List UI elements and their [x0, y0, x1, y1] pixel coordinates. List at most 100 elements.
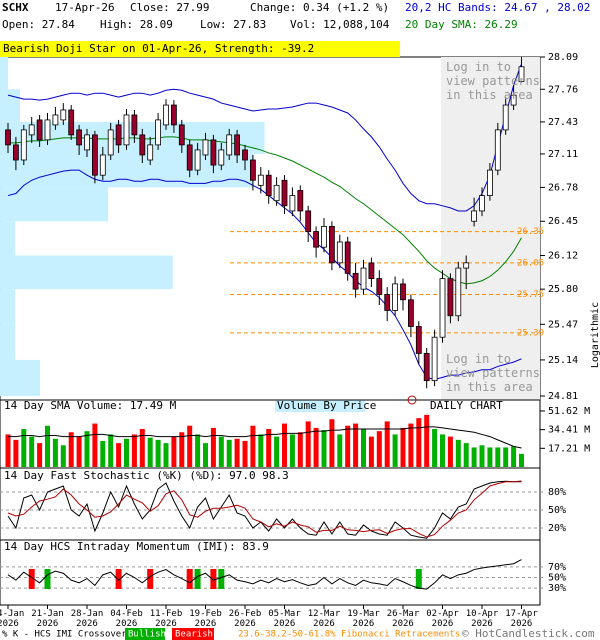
candle-body — [273, 184, 280, 202]
volume-bar — [52, 438, 58, 467]
x-tick-label: 26-Feb 2026 — [228, 609, 262, 629]
bullish-key — [125, 628, 165, 640]
y-tick-label: 26.12 — [548, 251, 578, 262]
candle-body — [99, 154, 106, 176]
candle-body — [36, 119, 43, 141]
volume-bar — [455, 439, 461, 467]
candle-body — [52, 114, 59, 126]
y-tick-label: 28.09 — [548, 52, 578, 63]
candle-body — [336, 241, 343, 264]
candle-body — [313, 231, 320, 248]
date: 17-Apr-26 — [55, 1, 115, 14]
candle-body — [5, 129, 11, 146]
volume-bar — [376, 431, 382, 467]
volume-bar — [76, 436, 82, 467]
candle-body — [92, 134, 98, 176]
candle-body — [486, 169, 493, 196]
x-tick-label: 12-Mar 2026 — [307, 609, 341, 629]
y-tick-label: 27.11 — [548, 149, 578, 160]
x-tick-label: 17-Apr 2026 — [505, 609, 538, 629]
x-tick-label: 28-Jan 2026 — [70, 609, 104, 629]
x-tick-label: 19-Feb 2026 — [189, 609, 222, 629]
volume-bar — [361, 429, 366, 467]
volume-bar — [400, 427, 406, 467]
volume-bar — [384, 421, 390, 467]
candle-body — [210, 139, 217, 166]
candle-body — [226, 134, 233, 156]
volume-by-price-bar — [0, 289, 16, 325]
candle-body — [147, 144, 154, 161]
pattern-banner — [0, 41, 400, 57]
volume-bar — [226, 439, 232, 467]
candle-body — [281, 179, 288, 207]
bullish-signal — [415, 569, 422, 589]
indicator-line — [7, 559, 522, 590]
candle-body — [139, 134, 146, 156]
candle-body — [265, 174, 272, 196]
y-tick-label: 50% — [548, 573, 566, 584]
volume-bar — [29, 436, 35, 467]
volume-bar — [203, 443, 208, 467]
volume-bar — [432, 429, 438, 467]
volume-bar — [234, 438, 240, 467]
volume-bar — [195, 434, 201, 467]
volume-bar — [368, 436, 374, 467]
volume-by-price-bar — [0, 359, 40, 396]
volume-sma — [8, 426, 522, 449]
bearish-signal — [115, 569, 122, 589]
copyright: © HotCandlestick.com — [462, 627, 595, 640]
y-tick-label: 27.43 — [548, 117, 578, 128]
candle-body — [194, 149, 201, 171]
open: Open: 27.84 — [2, 18, 75, 31]
band-upper — [7, 63, 522, 212]
candle-body — [439, 278, 446, 338]
y-tick-label: 24.81 — [548, 391, 578, 402]
candle-body — [455, 267, 462, 317]
candle-body — [502, 104, 509, 131]
candle-body — [384, 294, 391, 311]
y-tick-label: 50% — [548, 505, 566, 516]
change: Change: 0.34 (+1.2 %) — [250, 1, 389, 14]
volume-bar — [329, 419, 335, 467]
volume-bar — [297, 432, 303, 467]
candle-body — [163, 104, 169, 126]
volume-bar — [210, 427, 216, 467]
candle-body — [218, 149, 225, 166]
candle-body — [12, 144, 19, 161]
candle-body — [234, 134, 241, 156]
bearish-signal — [210, 569, 217, 589]
bearish-signal — [147, 569, 154, 589]
y-tick-label: 25.14 — [548, 355, 578, 366]
bearish-label: Bearish — [175, 630, 213, 640]
y-tick-label: 34.41 M — [548, 425, 590, 436]
volume-by-price-bar — [0, 255, 173, 290]
candle-body — [289, 195, 296, 212]
candle-body — [242, 149, 248, 161]
indicator-line — [7, 480, 522, 538]
bullish-signal — [218, 569, 225, 589]
candle-body — [407, 299, 414, 327]
fib-label: 25.75 — [517, 290, 544, 300]
crossover-label: % K - HCS IMI Crossover, — [2, 630, 132, 640]
volume-bar — [321, 430, 327, 467]
y-axis-label: Logarithmic — [590, 302, 600, 368]
volume-bar — [345, 425, 351, 467]
volume-bar — [60, 445, 66, 467]
locked-area — [441, 57, 540, 400]
volume-bar — [37, 443, 43, 467]
volume-bar — [479, 445, 485, 467]
volume-bar — [511, 446, 517, 467]
legend-sma: 20 Day SMA: 26.29 — [405, 18, 518, 31]
bearish-key — [172, 628, 214, 640]
high: High: 28.09 — [100, 18, 173, 31]
x-tick-label: 10-Apr 2026 — [465, 609, 499, 629]
volume-by-price-bar — [0, 221, 16, 256]
volume-by-price-bar — [0, 57, 9, 90]
symbol: SCHX — [2, 1, 29, 14]
y-tick-label: 20% — [548, 523, 566, 534]
candle-body — [423, 353, 430, 382]
volume-bar — [13, 439, 19, 467]
x-tick-label: 11-Feb 2026 — [149, 609, 183, 629]
fib-label: 25.39 — [517, 328, 544, 338]
